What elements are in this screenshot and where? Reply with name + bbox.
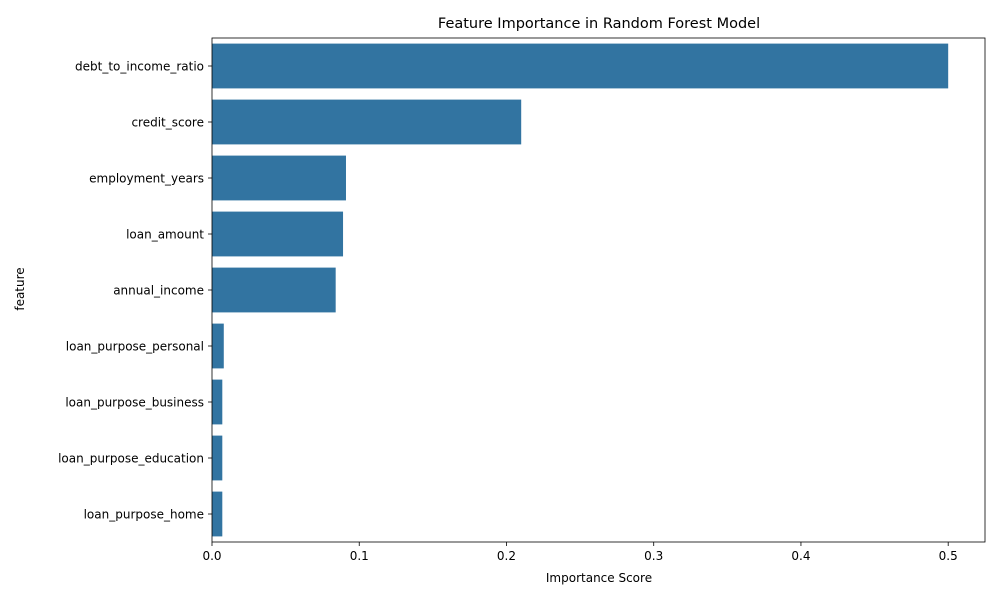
axes-frame <box>211 37 986 543</box>
x-tick-label: 0.2 <box>497 549 516 563</box>
y-tick-label: loan_purpose_personal <box>66 340 204 354</box>
x-tick-label: 0.3 <box>644 549 663 563</box>
plot-area-border <box>211 37 986 543</box>
bar-debt_to_income_ratio <box>212 43 949 89</box>
y-tick-label: loan_purpose_education <box>58 452 204 466</box>
y-tick-label: credit_score <box>131 116 204 130</box>
bar-loan_amount <box>212 211 344 257</box>
y-axis-ticks: debt_to_income_ratio credit_score employme… <box>58 60 212 522</box>
bars-group <box>212 43 949 537</box>
y-tick-label: loan_purpose_home <box>84 508 204 522</box>
x-tick-label: 0.1 <box>350 549 369 563</box>
x-axis-label: Importance Score <box>546 571 652 585</box>
bar-loan_purpose_personal <box>212 323 224 369</box>
x-tick-label: 0.0 <box>202 549 221 563</box>
bar-employment_years <box>212 155 346 201</box>
bar-loan_purpose_education <box>212 435 223 481</box>
y-tick-label: employment_years <box>89 172 204 186</box>
chart-title: Feature Importance in Random Forest Mode… <box>438 16 760 32</box>
y-tick-label: annual_income <box>113 284 204 298</box>
bar-credit_score <box>212 99 522 145</box>
x-tick-label: 0.4 <box>791 549 810 563</box>
bar-loan_purpose_business <box>212 379 223 425</box>
x-axis-ticks: 0.0 0.1 0.2 0.3 0.4 0.5 <box>202 542 958 563</box>
y-tick-label: loan_amount <box>126 228 204 242</box>
y-tick-label: debt_to_income_ratio <box>75 60 204 74</box>
bar-loan_purpose_home <box>212 491 223 537</box>
y-tick-label: loan_purpose_business <box>65 396 204 410</box>
y-axis-label: feature <box>13 267 27 310</box>
bar-annual_income <box>212 267 336 313</box>
x-tick-label: 0.5 <box>939 549 958 563</box>
